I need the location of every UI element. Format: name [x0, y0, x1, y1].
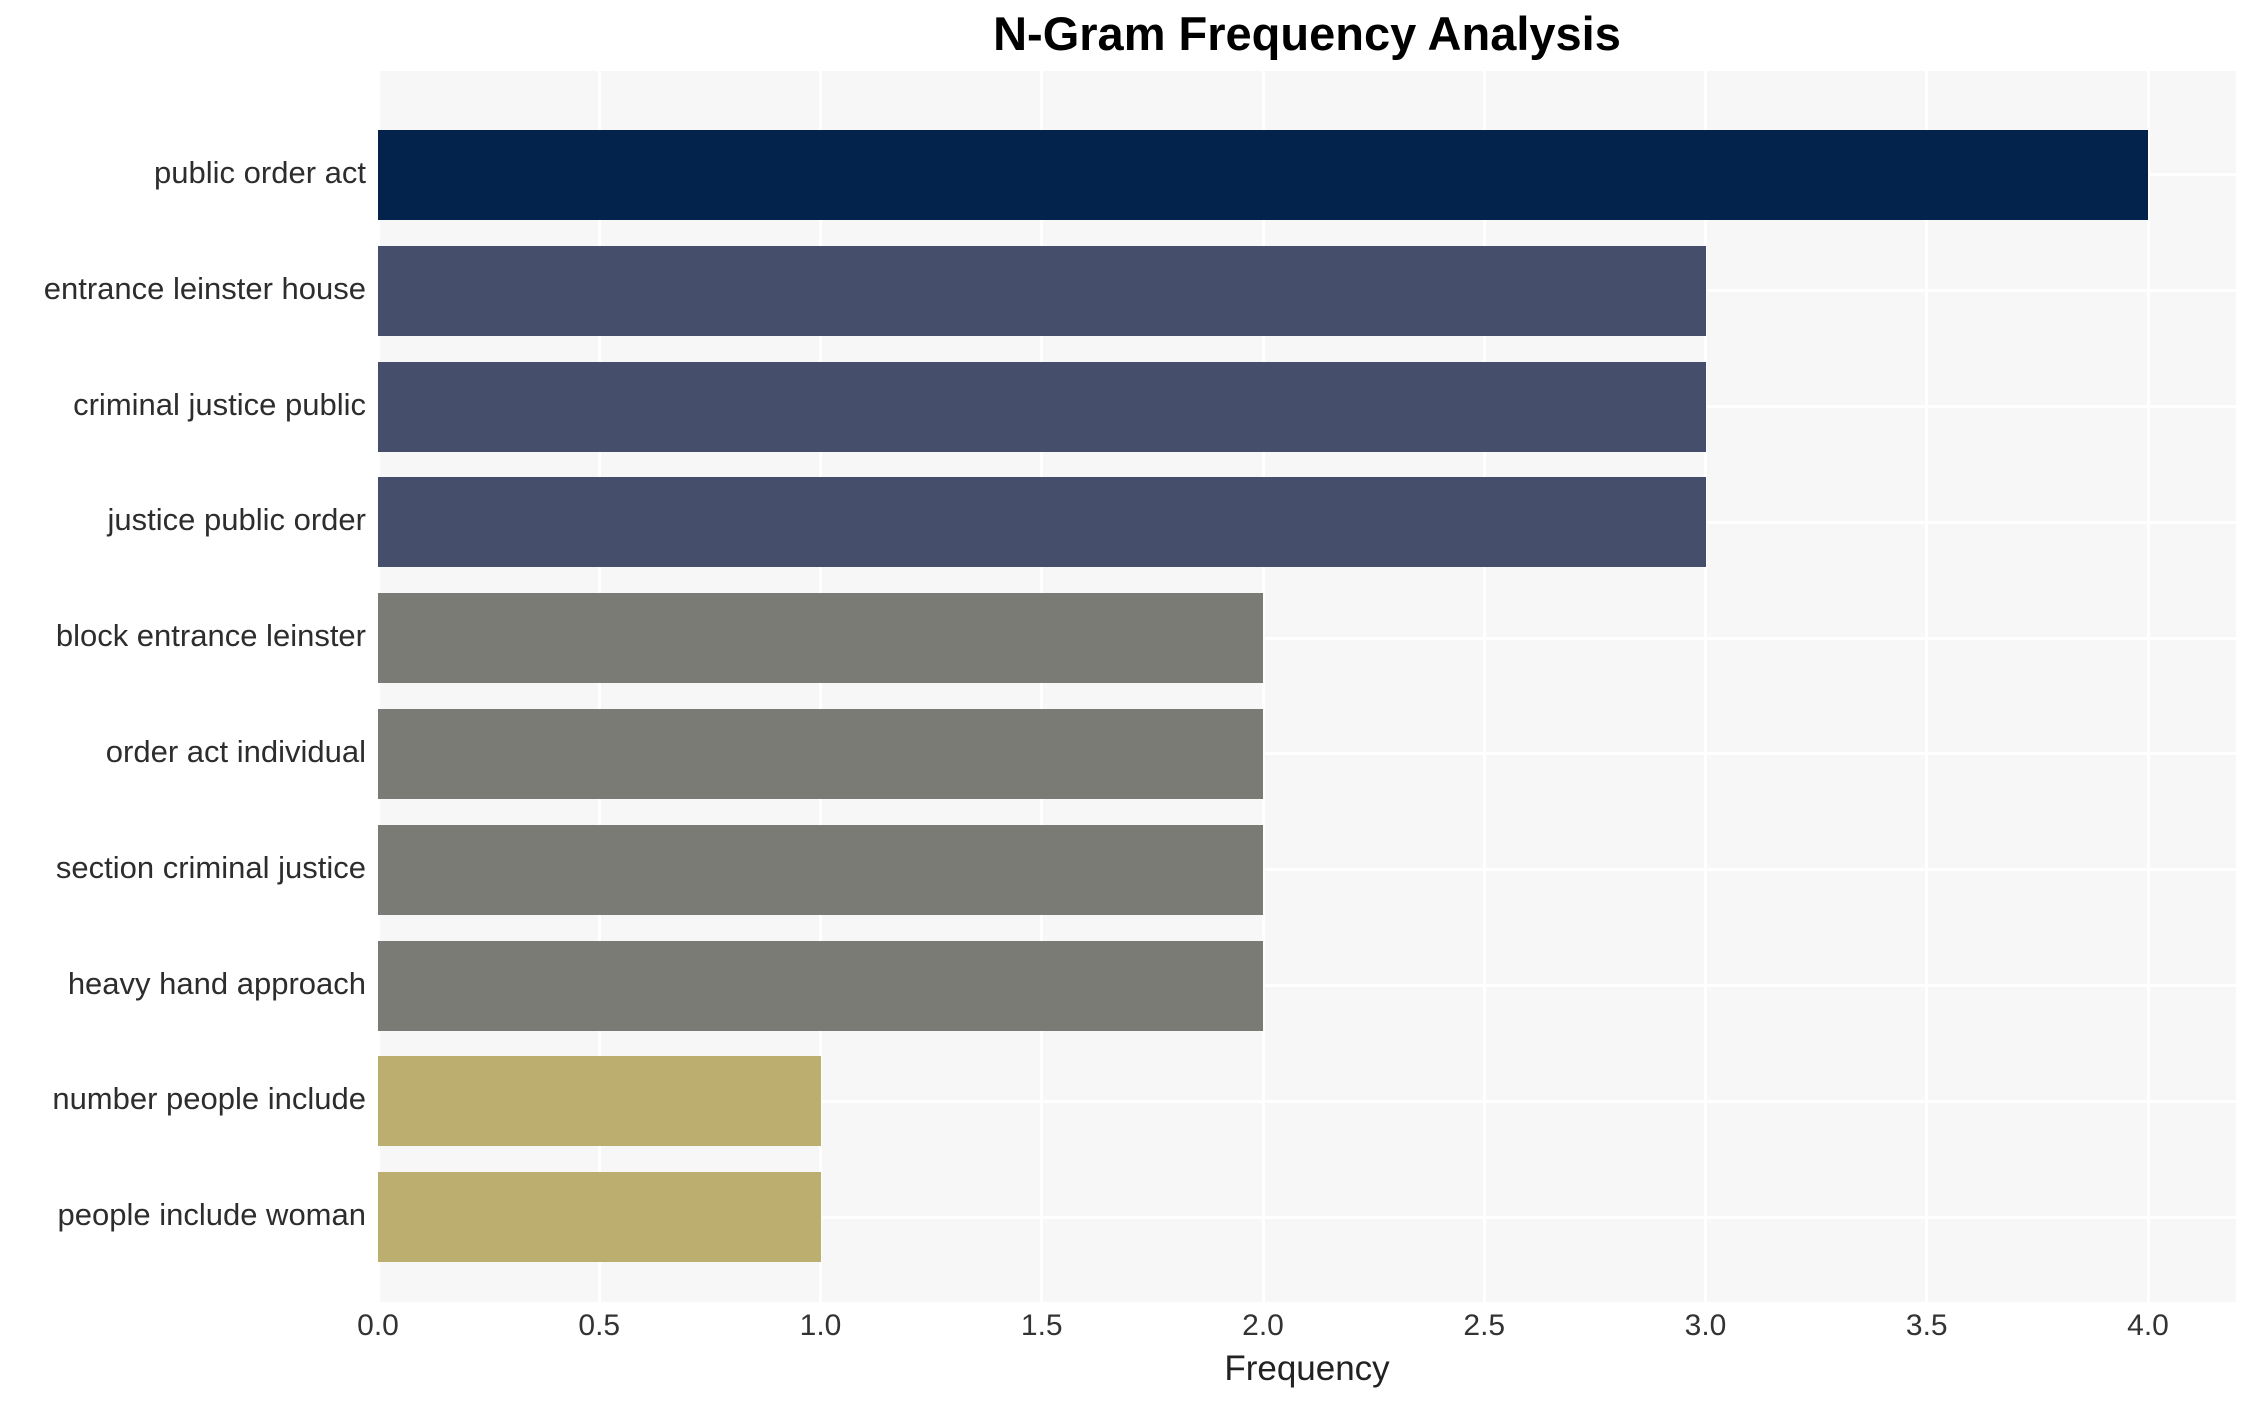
plot-area [376, 71, 2236, 1302]
x-tick-label: 3.0 [1684, 1309, 1727, 1342]
x-axis-label: Frequency [1224, 1349, 1390, 1388]
x-tick-label: 0.0 [357, 1309, 399, 1342]
bar-block-entrance-leinster [378, 593, 1263, 684]
x-tick-label: 0.5 [578, 1309, 621, 1342]
y-gridline [378, 1099, 2236, 1103]
x-gridline [819, 71, 822, 1302]
x-gridline [1925, 71, 1929, 1302]
bar-order-act-individual [378, 708, 1263, 799]
bar-justice-public-order [378, 477, 1706, 568]
y-gridline [378, 636, 2236, 640]
bar-people-include-woman [378, 1172, 821, 1263]
bar-public-order-act [378, 129, 2148, 220]
x-gridline [1482, 71, 1486, 1302]
category-label: heavy hand approach [67, 965, 366, 1001]
x-gridline [1040, 71, 1044, 1302]
category-label: public order act [154, 154, 366, 190]
y-gridline [378, 752, 2236, 756]
y-gridline [378, 984, 2236, 987]
category-label: number people include [52, 1081, 366, 1117]
category-label: criminal justice public [73, 386, 366, 422]
category-label: people include woman [57, 1197, 367, 1233]
x-gridline [1704, 71, 1707, 1302]
x-tick-label: 4.0 [2127, 1309, 2169, 1342]
x-gridline [597, 71, 601, 1302]
category-label: order act individual [105, 733, 366, 769]
category-label: entrance leinster house [43, 270, 366, 306]
chart-title: N-Gram Frequency Analysis [993, 7, 1621, 60]
x-tick-label: 2.5 [1463, 1309, 1506, 1342]
bar-heavy-hand-approach [378, 940, 1263, 1031]
y-gridline [378, 1215, 2236, 1219]
category-label: block entrance leinster [55, 618, 366, 654]
x-tick-label: 2.0 [1242, 1309, 1284, 1342]
x-gridline [1261, 71, 1265, 1302]
x-gridline [2146, 71, 2150, 1302]
x-tick-label: 1.5 [1020, 1309, 1063, 1342]
bar-section-criminal-justice [378, 824, 1263, 915]
bar-criminal-justice-public [378, 361, 1706, 452]
x-tick-label: 1.0 [799, 1309, 842, 1342]
category-label: section criminal justice [55, 849, 366, 885]
bar-number-people-include [378, 1056, 821, 1147]
category-label: justice public order [107, 502, 366, 538]
bar-entrance-leinster-house [378, 245, 1706, 336]
y-gridline [378, 868, 2236, 872]
x-gridline [376, 71, 380, 1302]
x-tick-label: 3.5 [1905, 1309, 1948, 1342]
